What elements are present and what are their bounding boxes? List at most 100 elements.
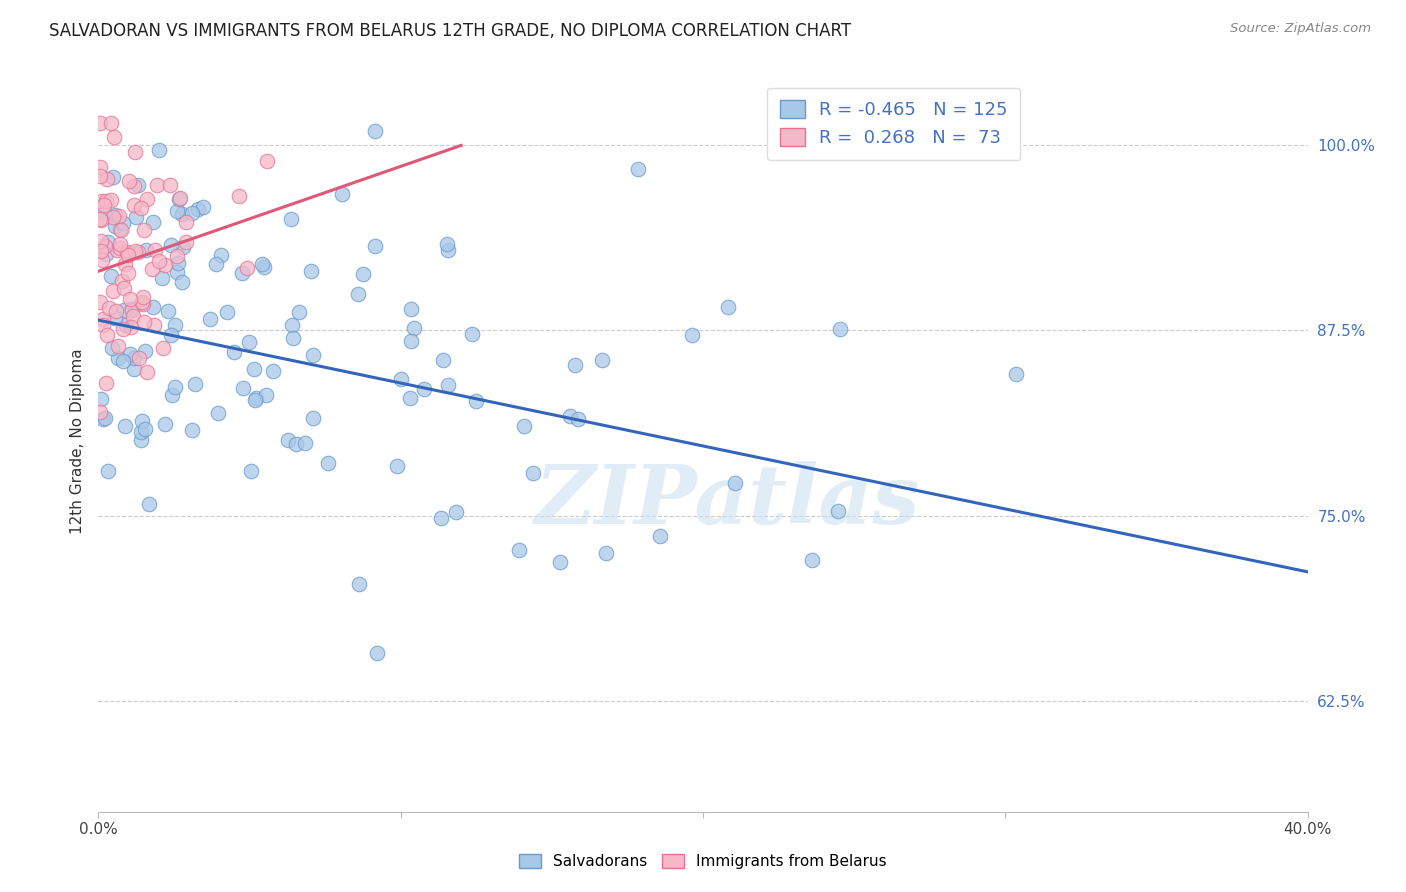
Point — [121, 309, 143, 323]
Point — [124, 361, 146, 376]
Point — [181, 423, 204, 437]
Point — [111, 274, 134, 288]
Point — [105, 244, 128, 258]
Point — [243, 392, 266, 407]
Point — [94, 247, 117, 261]
Point — [103, 285, 125, 299]
Point — [262, 364, 284, 378]
Point — [240, 464, 263, 478]
Point — [254, 388, 277, 402]
Point — [100, 194, 122, 208]
Point — [160, 327, 183, 342]
Point — [124, 145, 146, 160]
Point — [232, 381, 254, 395]
Point — [98, 301, 121, 315]
Point — [124, 351, 146, 365]
Point — [159, 178, 181, 193]
Point — [134, 223, 156, 237]
Point — [170, 207, 193, 221]
Point — [205, 257, 228, 271]
Point — [93, 198, 115, 212]
Point — [112, 322, 135, 336]
Point — [112, 281, 135, 295]
Point — [148, 143, 170, 157]
Point — [141, 262, 163, 277]
Point — [436, 236, 458, 251]
Point — [828, 322, 851, 336]
Point — [132, 290, 155, 304]
Point — [93, 206, 115, 220]
Point — [281, 331, 304, 345]
Point — [131, 295, 153, 310]
Point — [238, 334, 260, 349]
Point — [91, 318, 114, 332]
Point — [285, 437, 308, 451]
Point — [89, 160, 111, 174]
Point — [94, 194, 117, 209]
Point — [465, 393, 488, 408]
Point — [124, 244, 146, 258]
Point — [564, 358, 586, 372]
Point — [155, 417, 177, 431]
Point — [184, 376, 207, 391]
Point — [166, 265, 188, 279]
Point — [160, 388, 183, 402]
Point — [105, 303, 128, 318]
Point — [399, 391, 422, 405]
Point — [108, 236, 131, 251]
Point — [174, 235, 197, 249]
Point — [108, 222, 131, 236]
Legend: Salvadorans, Immigrants from Belarus: Salvadorans, Immigrants from Belarus — [513, 847, 893, 875]
Point — [107, 351, 129, 365]
Point — [96, 171, 118, 186]
Point — [128, 351, 150, 365]
Point — [800, 553, 823, 567]
Point — [245, 391, 267, 405]
Point — [97, 235, 120, 249]
Point — [120, 301, 142, 316]
Point — [90, 392, 112, 406]
Point — [97, 464, 120, 478]
Point — [180, 206, 202, 220]
Point — [187, 202, 209, 216]
Point — [513, 419, 536, 434]
Point — [89, 295, 111, 310]
Point — [280, 318, 302, 332]
Point — [169, 191, 191, 205]
Point — [508, 542, 530, 557]
Point — [280, 211, 302, 226]
Point — [222, 344, 245, 359]
Point — [157, 304, 180, 318]
Text: Source: ZipAtlas.com: Source: ZipAtlas.com — [1230, 22, 1371, 36]
Point — [129, 425, 152, 439]
Point — [277, 433, 299, 447]
Point — [131, 297, 153, 311]
Point — [114, 303, 136, 318]
Point — [287, 305, 309, 319]
Text: SALVADORAN VS IMMIGRANTS FROM BELARUS 12TH GRADE, NO DIPLOMA CORRELATION CHART: SALVADORAN VS IMMIGRANTS FROM BELARUS 12… — [49, 22, 852, 40]
Point — [100, 268, 122, 283]
Point — [134, 315, 156, 329]
Point — [436, 243, 458, 257]
Point — [89, 212, 111, 227]
Point — [108, 241, 131, 255]
Point — [90, 212, 112, 227]
Point — [134, 344, 156, 359]
Point — [567, 412, 589, 426]
Point — [96, 376, 118, 390]
Point — [104, 208, 127, 222]
Point — [143, 243, 166, 257]
Point — [444, 505, 467, 519]
Point — [101, 170, 124, 185]
Point — [717, 300, 740, 314]
Point — [207, 406, 229, 420]
Point — [591, 352, 613, 367]
Point — [117, 248, 139, 262]
Point — [121, 303, 143, 318]
Point — [146, 178, 169, 192]
Point — [142, 215, 165, 229]
Point — [352, 267, 374, 281]
Point — [627, 162, 650, 177]
Point — [437, 378, 460, 392]
Point — [131, 414, 153, 428]
